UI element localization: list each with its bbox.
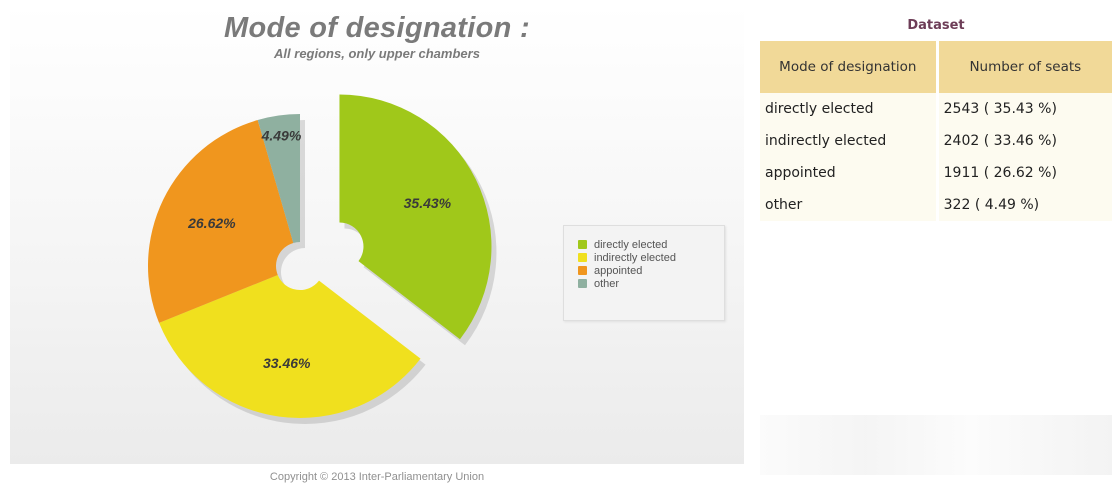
legend-item-directly-elected[interactable]: directly elected bbox=[578, 238, 724, 251]
legend-swatch bbox=[578, 279, 587, 288]
pie-chart: 35.43% 33.46% 26.62% 4.49% bbox=[147, 94, 497, 424]
cell-seats: 2543 ( 35.43 %) bbox=[938, 93, 1112, 125]
cell-mode: directly elected bbox=[760, 93, 939, 125]
table-row: indirectly elected 2402 ( 33.46 %) bbox=[760, 125, 1112, 157]
dataset-table: Mode of designation Number of seats dire… bbox=[760, 41, 1112, 221]
legend-swatch bbox=[578, 240, 587, 249]
legend-swatch bbox=[578, 253, 587, 262]
cell-seats: 2402 ( 33.46 %) bbox=[938, 125, 1112, 157]
legend-item-appointed[interactable]: appointed bbox=[578, 264, 724, 277]
pie-slice-indirectly-elected[interactable] bbox=[159, 274, 421, 418]
chart-subtitle: All regions, only upper chambers bbox=[274, 46, 480, 61]
legend-label: appointed bbox=[594, 264, 643, 277]
legend-item-indirectly-elected[interactable]: indirectly elected bbox=[578, 251, 724, 264]
header-mode-of-designation: Mode of designation bbox=[760, 41, 939, 93]
pie-slices-group bbox=[147, 94, 492, 418]
legend-label: directly elected bbox=[594, 238, 668, 251]
table-header-row: Mode of designation Number of seats bbox=[760, 41, 1112, 93]
legend-item-other[interactable]: other bbox=[578, 277, 724, 290]
legend-label: other bbox=[594, 277, 620, 290]
table-row: appointed 1911 ( 26.62 %) bbox=[760, 157, 1112, 189]
cell-seats: 1911 ( 26.62 %) bbox=[938, 157, 1112, 189]
dataset-caption: Dataset bbox=[907, 18, 965, 33]
table-row: directly elected 2543 ( 35.43 %) bbox=[760, 93, 1112, 125]
header-number-of-seats: Number of seats bbox=[938, 41, 1112, 93]
cell-seats: 322 ( 4.49 %) bbox=[938, 189, 1112, 221]
chart-legend: directly elected indirectly elected appo… bbox=[563, 225, 725, 321]
pie-labels-group: 35.43% 33.46% 26.62% 4.49% bbox=[187, 127, 452, 371]
pie-value-label-appointed: 26.62% bbox=[187, 215, 236, 231]
table-row: other 322 ( 4.49 %) bbox=[760, 189, 1112, 221]
pie-slice-directly-elected[interactable] bbox=[339, 94, 492, 340]
pie-slice-appointed[interactable] bbox=[147, 120, 294, 323]
legend-swatch bbox=[578, 266, 587, 275]
legend-label: indirectly elected bbox=[594, 251, 676, 264]
cell-mode: appointed bbox=[760, 157, 939, 189]
cell-mode: other bbox=[760, 189, 939, 221]
pie-value-label-directly-elected: 35.43% bbox=[404, 195, 452, 211]
cell-mode: indirectly elected bbox=[760, 125, 939, 157]
chart-panel: 35.43% 33.46% 26.62% 4.49% Mode of designat… bbox=[10, 4, 744, 464]
pie-value-label-other: 4.49% bbox=[261, 127, 302, 143]
copyright-notice: Copyright © 2013 Inter-Parliamentary Uni… bbox=[269, 471, 485, 483]
pie-value-label-indirectly-elected: 33.46% bbox=[263, 355, 311, 371]
faded-watermark bbox=[760, 415, 1112, 475]
chart-title: Mode of designation : bbox=[224, 12, 530, 44]
pie-slice-other[interactable] bbox=[257, 114, 300, 243]
